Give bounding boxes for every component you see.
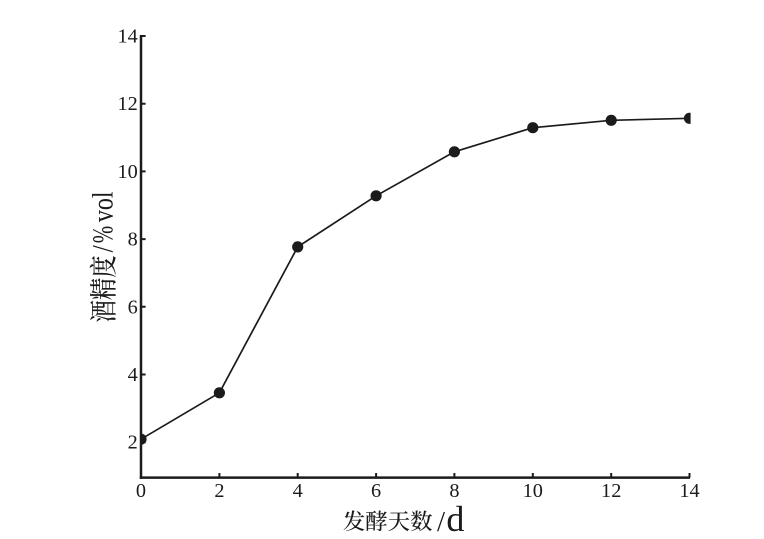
svg-text:2: 2: [214, 480, 224, 502]
svg-text:2: 2: [128, 432, 138, 454]
svg-text:0: 0: [136, 480, 146, 502]
svg-text:4: 4: [128, 364, 138, 386]
svg-text:14: 14: [118, 26, 138, 48]
svg-text:8: 8: [449, 480, 459, 502]
svg-text:10: 10: [118, 161, 138, 183]
svg-text:12: 12: [601, 480, 621, 502]
svg-text:/: /: [86, 245, 119, 252]
svg-text:/: /: [437, 506, 446, 538]
svg-text:14: 14: [679, 480, 699, 502]
svg-text:6: 6: [128, 296, 138, 318]
svg-text:12: 12: [118, 93, 138, 115]
svg-text:%: %: [86, 226, 120, 243]
svg-text:8: 8: [128, 229, 138, 251]
svg-text:4: 4: [293, 480, 303, 502]
svg-text:10: 10: [523, 480, 543, 502]
svg-text:d: d: [446, 499, 464, 539]
svg-text:vol: vol: [86, 191, 119, 222]
svg-text:6: 6: [371, 480, 381, 502]
